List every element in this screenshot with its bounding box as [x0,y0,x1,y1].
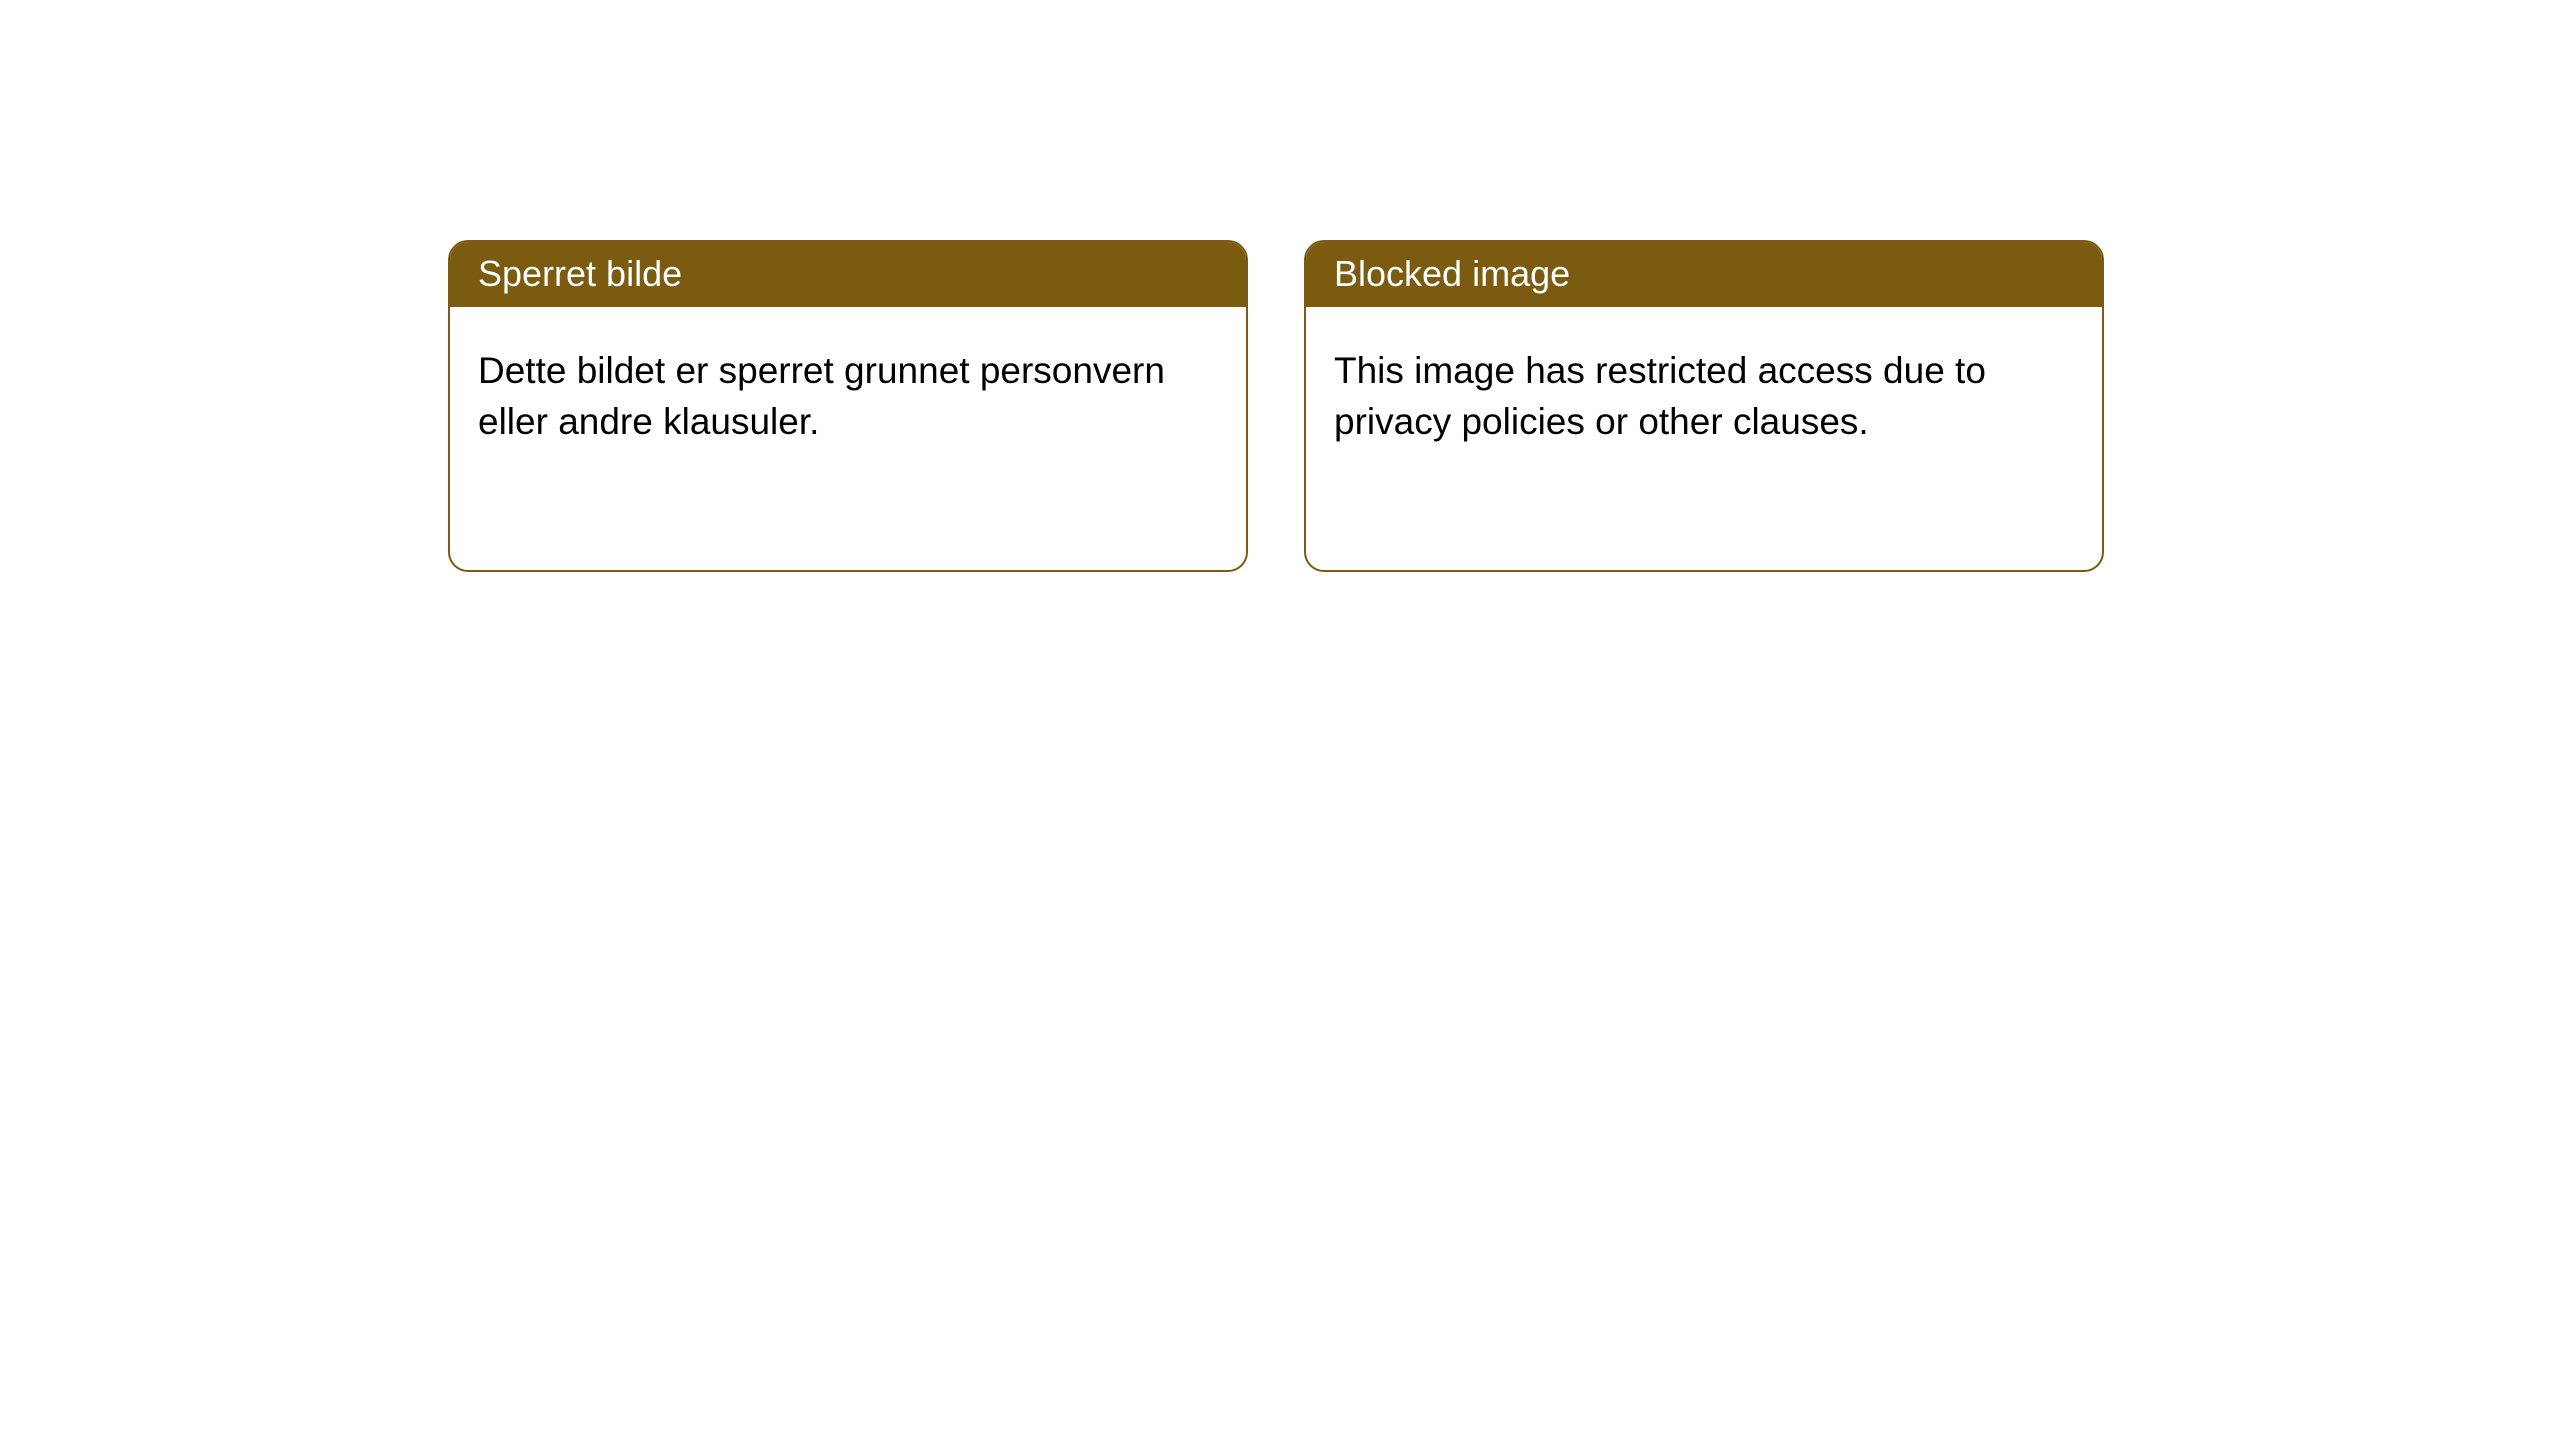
notice-card-title: Sperret bilde [450,242,1246,307]
notice-card-body: This image has restricted access due to … [1306,307,2102,475]
notice-container: Sperret bilde Dette bildet er sperret gr… [0,0,2560,572]
notice-card-english: Blocked image This image has restricted … [1304,240,2104,572]
notice-card-title: Blocked image [1306,242,2102,307]
notice-card-norwegian: Sperret bilde Dette bildet er sperret gr… [448,240,1248,572]
notice-card-body: Dette bildet er sperret grunnet personve… [450,307,1246,475]
